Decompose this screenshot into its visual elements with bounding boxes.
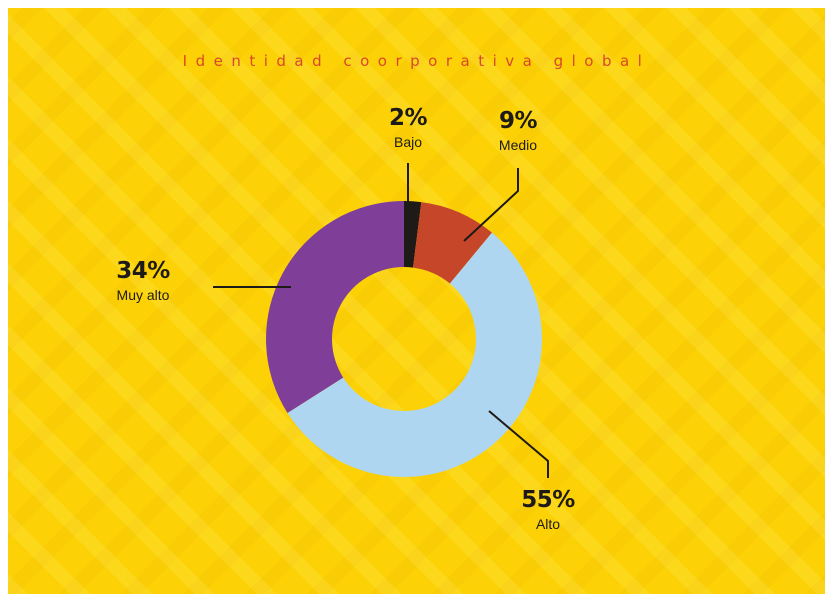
slice-muy-alto (266, 201, 404, 413)
category-label-medio: Medio (499, 137, 537, 153)
value-label-alto: 55% (521, 487, 575, 513)
category-label-muy-alto: Muy alto (117, 287, 170, 303)
chart-card: Identidad coorporativa global 2% Bajo 9% Me… (8, 8, 825, 594)
value-label-bajo: 2% (389, 105, 428, 131)
category-label-alto: Alto (536, 516, 560, 532)
leader-line-alto (488, 410, 549, 478)
donut-chart: 2% Bajo 9% Medio 55% Alto 34% Muy alto (116, 105, 576, 532)
slice-bajo (404, 201, 422, 268)
value-label-medio: 9% (499, 108, 538, 134)
slice-alto (287, 232, 543, 478)
chart-title: Identidad coorporativa global (182, 52, 651, 70)
slice-medio (413, 202, 492, 284)
leader-line-medio (463, 168, 519, 242)
category-label-bajo: Bajo (394, 134, 422, 150)
value-label-muy-alto: 34% (116, 258, 170, 284)
